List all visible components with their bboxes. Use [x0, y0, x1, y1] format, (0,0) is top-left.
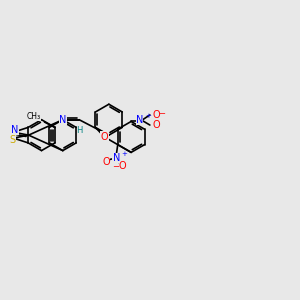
Text: H: H	[76, 126, 83, 135]
Text: S: S	[10, 136, 16, 146]
Text: N: N	[59, 115, 67, 125]
Text: +: +	[145, 113, 151, 119]
Text: −: −	[112, 162, 119, 171]
Text: N: N	[112, 153, 120, 163]
Text: CH₃: CH₃	[27, 112, 41, 121]
Text: +: +	[122, 151, 128, 157]
Text: O: O	[100, 132, 108, 142]
Text: O: O	[119, 161, 127, 171]
Text: O: O	[152, 110, 160, 120]
Text: O: O	[102, 158, 110, 167]
Text: N: N	[11, 125, 18, 135]
Text: −: −	[158, 109, 165, 118]
Text: N: N	[136, 115, 143, 125]
Text: O: O	[152, 120, 160, 130]
